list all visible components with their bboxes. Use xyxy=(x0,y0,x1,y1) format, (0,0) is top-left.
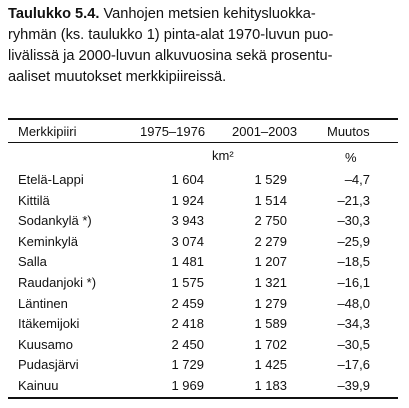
caption-line: Taulukko 5.4. Vanhojen metsien kehityslu… xyxy=(8,6,316,22)
area-2001: 1 279 xyxy=(254,295,287,311)
change-percent: –30,5 xyxy=(337,336,370,352)
change-percent: –34,3 xyxy=(337,316,370,332)
area-2001: 1 321 xyxy=(254,275,287,290)
area-1975: 1 969 xyxy=(171,378,204,393)
change-percent: –48,0 xyxy=(337,295,370,311)
area-2001: 2 750 xyxy=(254,213,287,229)
area-1975: 1 481 xyxy=(171,254,204,270)
area-1975: 2 418 xyxy=(171,316,204,332)
column-header: 2001–2003 xyxy=(232,124,298,139)
change-percent: –17,6 xyxy=(337,357,370,373)
area-1975: 3 943 xyxy=(171,213,204,229)
column-header: 1975–1976 xyxy=(140,124,206,139)
area-1975: 2 450 xyxy=(171,336,204,352)
change-percent: –30,3 xyxy=(337,213,370,229)
caption-text: ryhmän (ks. taulukko 1) pinta-alat 1970-… xyxy=(8,27,334,43)
top-rule xyxy=(8,118,398,120)
district-name: Raudanjoki *) xyxy=(18,275,97,290)
area-1975: 1 729 xyxy=(171,357,204,373)
area-2001: 1 589 xyxy=(254,316,287,332)
header-rule xyxy=(8,142,398,143)
column-header: Muutos xyxy=(327,124,370,139)
caption-text: Vanhojen metsien kehitysluokka- xyxy=(103,6,316,22)
change-percent: –39,9 xyxy=(337,378,370,393)
change-percent: –21,3 xyxy=(337,192,370,208)
area-1975: 1 575 xyxy=(171,275,204,290)
area-1975: 3 074 xyxy=(171,233,204,249)
change-percent: –16,1 xyxy=(337,275,370,290)
district-name: Kuusamo xyxy=(18,336,73,352)
area-1975: 1 924 xyxy=(171,192,204,208)
unit-label: km² xyxy=(212,148,234,163)
change-percent: –25,9 xyxy=(337,233,370,249)
area-2001: 1 702 xyxy=(254,336,287,352)
area-2001: 1 514 xyxy=(254,192,287,208)
area-2001: 2 279 xyxy=(254,233,287,249)
area-2001: 1 207 xyxy=(254,254,287,270)
district-name: Läntinen xyxy=(18,295,68,311)
area-2001: 1 425 xyxy=(254,357,287,373)
area-1975: 2 459 xyxy=(171,295,204,311)
district-name: Sodankylä *) xyxy=(18,213,92,229)
caption-label: Taulukko 5.4. xyxy=(8,6,100,22)
area-1975: 1 604 xyxy=(171,172,204,187)
district-name: Pudasjärvi xyxy=(18,357,79,373)
district-name: Kainuu xyxy=(18,378,59,393)
district-name: Keminkylä xyxy=(18,233,78,249)
district-name: Etelä-Lappi xyxy=(18,172,84,187)
change-percent: –4,7 xyxy=(344,172,370,187)
caption-text: aaliset muutokset merkkipiireissä. xyxy=(8,69,227,85)
district-name: Itäkemijoki xyxy=(18,316,80,332)
column-header: Merkkipiiri xyxy=(18,124,77,139)
unit-label: % xyxy=(345,150,357,165)
district-name: Salla xyxy=(18,254,47,270)
change-percent: –18,5 xyxy=(337,254,370,270)
district-name: Kittilä xyxy=(18,192,50,208)
bottom-rule xyxy=(8,397,398,399)
caption-text: livälissä ja 2000-luvun alkuvuosina sekä… xyxy=(8,48,333,64)
area-2001: 1 529 xyxy=(254,172,287,187)
area-2001: 1 183 xyxy=(254,378,287,393)
